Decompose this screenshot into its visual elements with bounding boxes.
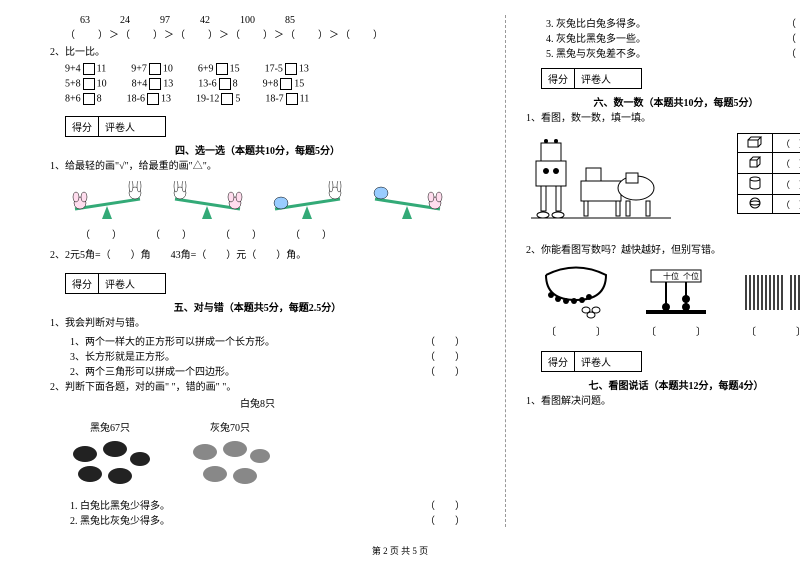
sphere-icon bbox=[749, 197, 761, 209]
black-rabbits-icon bbox=[65, 434, 155, 489]
rabbit-images: 黑兔67只 灰兔70只 bbox=[50, 414, 465, 497]
score-box-6: 得分评卷人 bbox=[541, 68, 642, 89]
bracket-3: 〔 〕 bbox=[736, 323, 800, 338]
page-footer: 第 2 页 共 5 页 bbox=[0, 544, 800, 557]
compare-row-1: 9+411 9+710 6+915 17-513 bbox=[50, 63, 465, 75]
s4-paren4: （ ） （ ） （ ） （ ） bbox=[50, 228, 465, 243]
q2-title: 2、比一比。 bbox=[50, 45, 465, 60]
cube-icon bbox=[748, 155, 762, 169]
score-box-4: 得分评卷人 bbox=[65, 116, 166, 137]
gray-rabbits-icon bbox=[185, 434, 275, 489]
s5-j3: 3. 灰兔比白兔多得多。（ ） bbox=[526, 15, 800, 30]
s4-q1: 1、给最轻的画"√"，给最重的画"△"。 bbox=[50, 159, 465, 174]
white-rabbit-label: 白兔8只 bbox=[50, 397, 465, 412]
tens-label: 十位 bbox=[663, 271, 679, 281]
s7-q1: 1、看图解决问题。 bbox=[526, 394, 800, 409]
s4-q2: 2、2元5角=（ ）角 43角=（ ）元（ ）角。 bbox=[50, 248, 465, 263]
robot-scene-icon bbox=[526, 133, 676, 233]
s5-j4: 4. 灰兔比黑兔多一些。（ ） bbox=[526, 30, 800, 45]
s5-q2: 2、判断下面各题，对的画" "，错的画" "。 bbox=[50, 380, 465, 395]
s5-q1a: 1、两个一样大的正方形可以拼成一个长方形。（ ） bbox=[50, 333, 465, 348]
s5-q1c: 2、两个三角形可以拼成一个四边形。（ ） bbox=[50, 363, 465, 378]
robot-shape-row: （ ）个 （ ）个 （ ）个 （ ）个 bbox=[526, 128, 800, 241]
compare-row-3: 8+68 18-613 19-125 18-711 bbox=[50, 93, 465, 105]
s6-q1: 1、看图，数一数，填一填。 bbox=[526, 111, 800, 126]
bracket-1: 〔 〕 bbox=[536, 323, 616, 338]
section-7-title: 七、看图说话（本题共12分，每题4分） bbox=[526, 377, 800, 392]
cylinder-icon bbox=[749, 176, 761, 190]
s5-j2: 2. 黑兔比灰兔少得多。（ ） bbox=[50, 512, 465, 527]
seesaw-row bbox=[50, 176, 465, 226]
s5-q1: 1、我会判断对与错。 bbox=[50, 316, 465, 331]
score-box-5: 得分评卷人 bbox=[65, 273, 166, 294]
section-6-title: 六、数一数（本题共10分，每题5分） bbox=[526, 94, 800, 109]
gray-label: 灰兔70只 bbox=[185, 419, 275, 434]
cuboid-icon bbox=[746, 136, 764, 148]
compare-row-2: 5+810 8+413 13-68 9+815 bbox=[50, 78, 465, 90]
number-list: 6324974210085 bbox=[50, 15, 465, 26]
ones-label: 个位 bbox=[683, 271, 699, 281]
s5-q1b: 3、长方形就是正方形。（ ） bbox=[50, 348, 465, 363]
section-5-title: 五、对与错（本题共5分，每题2.5分） bbox=[50, 299, 465, 314]
seesaw-3-icon bbox=[265, 181, 350, 221]
seesaw-1-icon bbox=[65, 181, 150, 221]
s6-q2: 2、你能看图写数吗？越快越好，但别写错。 bbox=[526, 243, 800, 258]
s5-j1: 1. 白兔比黑兔少得多。（ ） bbox=[50, 497, 465, 512]
seesaw-2-icon bbox=[165, 181, 250, 221]
abacus-icon: 十位个位 bbox=[636, 265, 716, 320]
shape-count-table: （ ）个 （ ）个 （ ）个 （ ）个 bbox=[737, 133, 800, 214]
seesaw-4-icon bbox=[365, 181, 450, 221]
section-4-title: 四、选一选（本题共10分，每题5分） bbox=[50, 142, 465, 157]
count-items-row: 〔 〕 十位个位〔 〕 〔 〕 bbox=[526, 260, 800, 343]
paren-order: （ ）＞（ ）＞（ ）＞（ ）＞（ ）＞（ ） bbox=[50, 28, 465, 43]
score-box-7: 得分评卷人 bbox=[541, 351, 642, 372]
sticks-icon bbox=[736, 265, 800, 320]
beads-icon bbox=[536, 265, 616, 320]
black-label: 黑兔67只 bbox=[65, 419, 155, 434]
bracket-2: 〔 〕 bbox=[636, 323, 716, 338]
s5-j5: 5. 黑兔与灰兔差不多。（ ） bbox=[526, 45, 800, 60]
